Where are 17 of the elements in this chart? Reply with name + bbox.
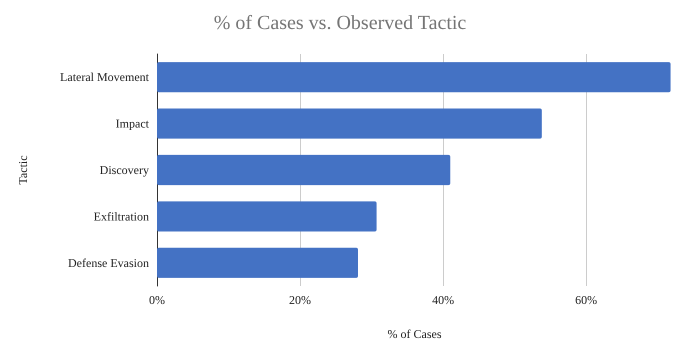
y-tick-label: Defense Evasion — [68, 256, 149, 270]
y-tick-label: Lateral Movement — [60, 70, 150, 84]
y-tick-label: Impact — [116, 116, 150, 131]
bar — [157, 108, 542, 139]
bar — [157, 201, 377, 232]
x-tick-label: 20% — [289, 293, 312, 307]
chart-title: % of Cases vs. Observed Tactic — [214, 12, 466, 34]
bar — [157, 248, 358, 278]
bar — [157, 154, 450, 186]
x-tick-label: 60% — [575, 293, 598, 307]
y-axis-title: Tactic — [16, 155, 30, 185]
x-tick-label: 40% — [432, 293, 454, 307]
x-axis-title: % of Cases — [388, 327, 442, 341]
bar — [157, 62, 671, 92]
x-tick-label: 0% — [149, 293, 165, 307]
y-tick-label: Exfiltration — [94, 209, 149, 224]
y-tick-label: Discovery — [100, 163, 149, 177]
